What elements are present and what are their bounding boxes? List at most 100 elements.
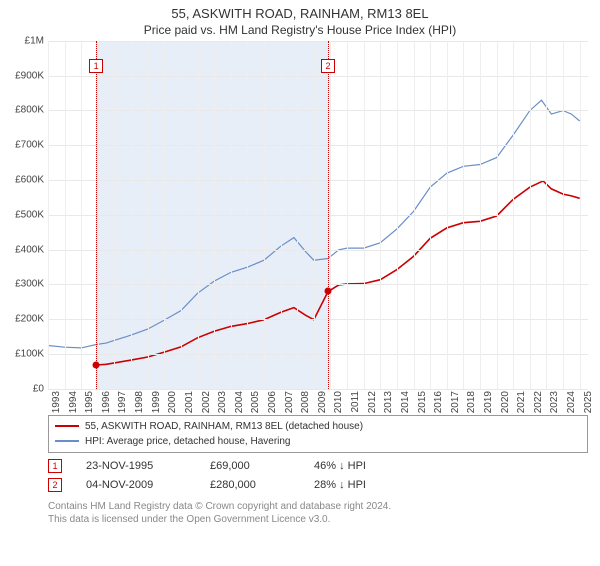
gridline-v [214,41,215,389]
y-axis-label: £0 [33,383,44,394]
x-axis-label: 2010 [333,391,344,413]
x-axis-label: 2012 [367,391,378,413]
gridline-h [48,284,588,285]
chart-title: 55, ASKWITH ROAD, RAINHAM, RM13 8EL [0,6,600,23]
gridline-v [330,41,331,389]
sales-table: 1 23-NOV-1995 £69,000 46% ↓ HPI 2 04-NOV-2009… [48,457,588,494]
sale-marker: 1 [48,459,62,473]
gridline-v [497,41,498,389]
legend-item: HPI: Average price, detached house, Have… [55,434,581,449]
x-axis-label: 2006 [267,391,278,413]
gridline-v [546,41,547,389]
legend-item: 55, ASKWITH ROAD, RAINHAM, RM13 8EL (det… [55,419,581,434]
x-axis-label: 1993 [51,391,62,413]
x-axis-label: 2007 [284,391,295,413]
x-axis-label: 2016 [433,391,444,413]
sale-row: 1 23-NOV-1995 £69,000 46% ↓ HPI [48,457,588,476]
sale-marker-dot [93,361,100,368]
sale-price: £280,000 [210,476,290,495]
gridline-v [513,41,514,389]
gridline-v [463,41,464,389]
chart-area: £0£100K£200K£300K£400K£500K£600K£700K£80… [48,41,588,411]
y-axis-label: £300K [15,279,44,290]
x-axis-label: 2001 [184,391,195,413]
gridline-h [48,319,588,320]
sale-marker-box: 1 [89,59,103,73]
x-axis-label: 2019 [483,391,494,413]
gridline-h [48,354,588,355]
sale-diff: 28% ↓ HPI [314,476,414,495]
gridline-v [530,41,531,389]
chart-subtitle: Price paid vs. HM Land Registry's House … [0,23,600,37]
x-axis-label: 2011 [350,391,361,413]
y-axis-label: £200K [15,314,44,325]
gridline-v [297,41,298,389]
sale-date: 04-NOV-2009 [86,476,186,495]
x-axis-label: 2015 [417,391,428,413]
x-axis-label: 1998 [134,391,145,413]
gridline-v [98,41,99,389]
x-axis-label: 2018 [466,391,477,413]
gridline-h [48,250,588,251]
x-axis-label: 2003 [217,391,228,413]
x-axis-label: 2008 [300,391,311,413]
y-axis-label: £400K [15,244,44,255]
shade-border [328,41,329,389]
gridline-h [48,180,588,181]
x-axis-label: 1999 [151,391,162,413]
sale-price: £69,000 [210,457,290,476]
x-axis-label: 2000 [167,391,178,413]
x-axis-label: 2013 [383,391,394,413]
shade-border [96,41,97,389]
y-axis-label: £800K [15,105,44,116]
y-axis-label: £1M [25,35,44,46]
footnote-line: Contains HM Land Registry data © Crown c… [48,500,588,513]
y-axis-label: £700K [15,140,44,151]
gridline-v [580,41,581,389]
gridline-v [114,41,115,389]
gridline-h [48,389,588,390]
plot: £0£100K£200K£300K£400K£500K£600K£700K£80… [48,41,588,390]
legend-label: HPI: Average price, detached house, Have… [85,434,291,449]
gridline-v [563,41,564,389]
legend-swatch [55,440,79,442]
footnote-line: This data is licensed under the Open Gov… [48,513,588,526]
legend-swatch [55,425,79,427]
gridline-v [414,41,415,389]
gridline-v [148,41,149,389]
gridline-h [48,76,588,77]
y-axis-label: £500K [15,209,44,220]
gridline-v [397,41,398,389]
gridline-h [48,110,588,111]
x-axis-label: 2004 [234,391,245,413]
sale-marker: 2 [48,478,62,492]
gridline-v [347,41,348,389]
sale-row: 2 04-NOV-2009 £280,000 28% ↓ HPI [48,476,588,495]
gridline-v [181,41,182,389]
legend: 55, ASKWITH ROAD, RAINHAM, RM13 8EL (det… [48,415,588,453]
gridline-v [264,41,265,389]
sale-diff: 46% ↓ HPI [314,457,414,476]
gridline-v [430,41,431,389]
gridline-h [48,215,588,216]
sale-date: 23-NOV-1995 [86,457,186,476]
y-axis-label: £100K [15,349,44,360]
y-axis-label: £600K [15,175,44,186]
gridline-v [131,41,132,389]
gridline-v [231,41,232,389]
gridline-v [281,41,282,389]
gridline-v [380,41,381,389]
gridline-h [48,145,588,146]
x-axis-label: 2023 [549,391,560,413]
gridline-v [198,41,199,389]
gridline-v [81,41,82,389]
x-axis-label: 2009 [317,391,328,413]
x-axis-label: 1995 [84,391,95,413]
x-axis-label: 2024 [566,391,577,413]
gridline-v [314,41,315,389]
gridline-v [447,41,448,389]
legend-label: 55, ASKWITH ROAD, RAINHAM, RM13 8EL (det… [85,419,363,434]
x-axis-label: 1997 [117,391,128,413]
x-axis-label: 2020 [500,391,511,413]
gridline-v [480,41,481,389]
